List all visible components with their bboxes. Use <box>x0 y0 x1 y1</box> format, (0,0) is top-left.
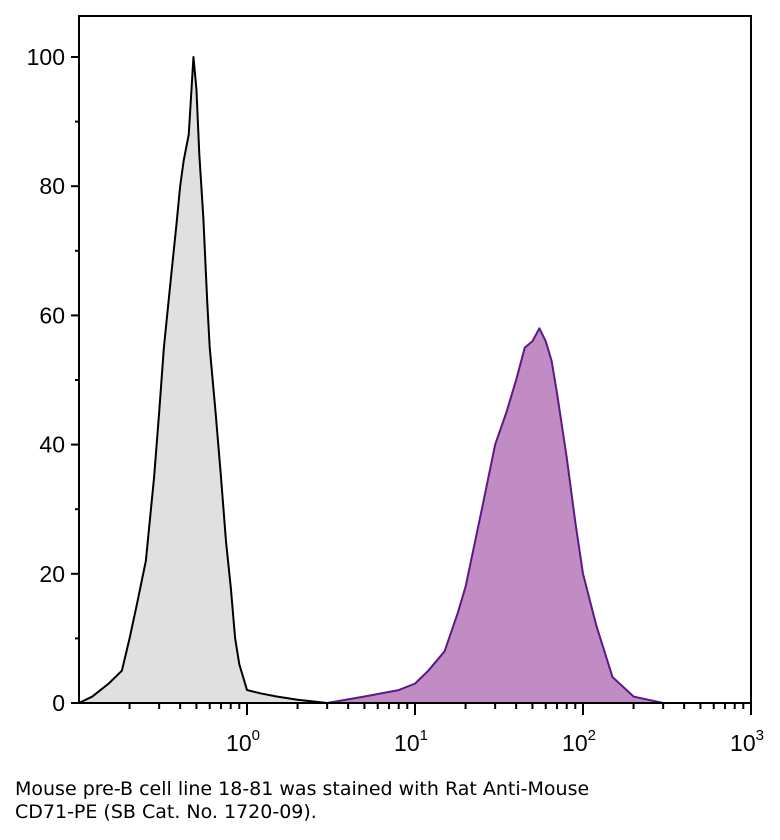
y-tick-label: 80 <box>39 173 65 199</box>
caption-line-1: Mouse pre-B cell line 18-81 was stained … <box>15 778 590 800</box>
histogram-chart: 0 20 40 60 80 100 100 101 102 103 <box>27 15 764 756</box>
y-tick-label: 60 <box>39 302 65 328</box>
series-1-line <box>78 56 328 704</box>
x-tick-label: 100 <box>226 727 260 756</box>
x-tick-label: 102 <box>562 727 596 756</box>
chart-canvas: 0 20 40 60 80 100 100 101 102 103 <box>27 15 764 756</box>
series-2-line <box>326 327 664 704</box>
figure-caption: Mouse pre-B cell line 18-81 was stained … <box>15 778 755 824</box>
y-tick-label: 40 <box>39 432 65 458</box>
y-tick-label: 0 <box>52 690 65 716</box>
x-tick-label: 101 <box>394 727 428 756</box>
y-tick-label: 100 <box>27 44 65 70</box>
caption-line-2: CD71-PE (SB Cat. No. 1720-09). <box>15 801 317 823</box>
x-tick-label: 103 <box>730 727 764 756</box>
axis-layer: 0 20 40 60 80 100 100 101 102 103 <box>27 44 764 756</box>
series-layer <box>78 56 664 704</box>
y-tick-label: 20 <box>39 561 65 587</box>
series-1-area <box>79 57 328 703</box>
series-2-area <box>327 328 664 703</box>
